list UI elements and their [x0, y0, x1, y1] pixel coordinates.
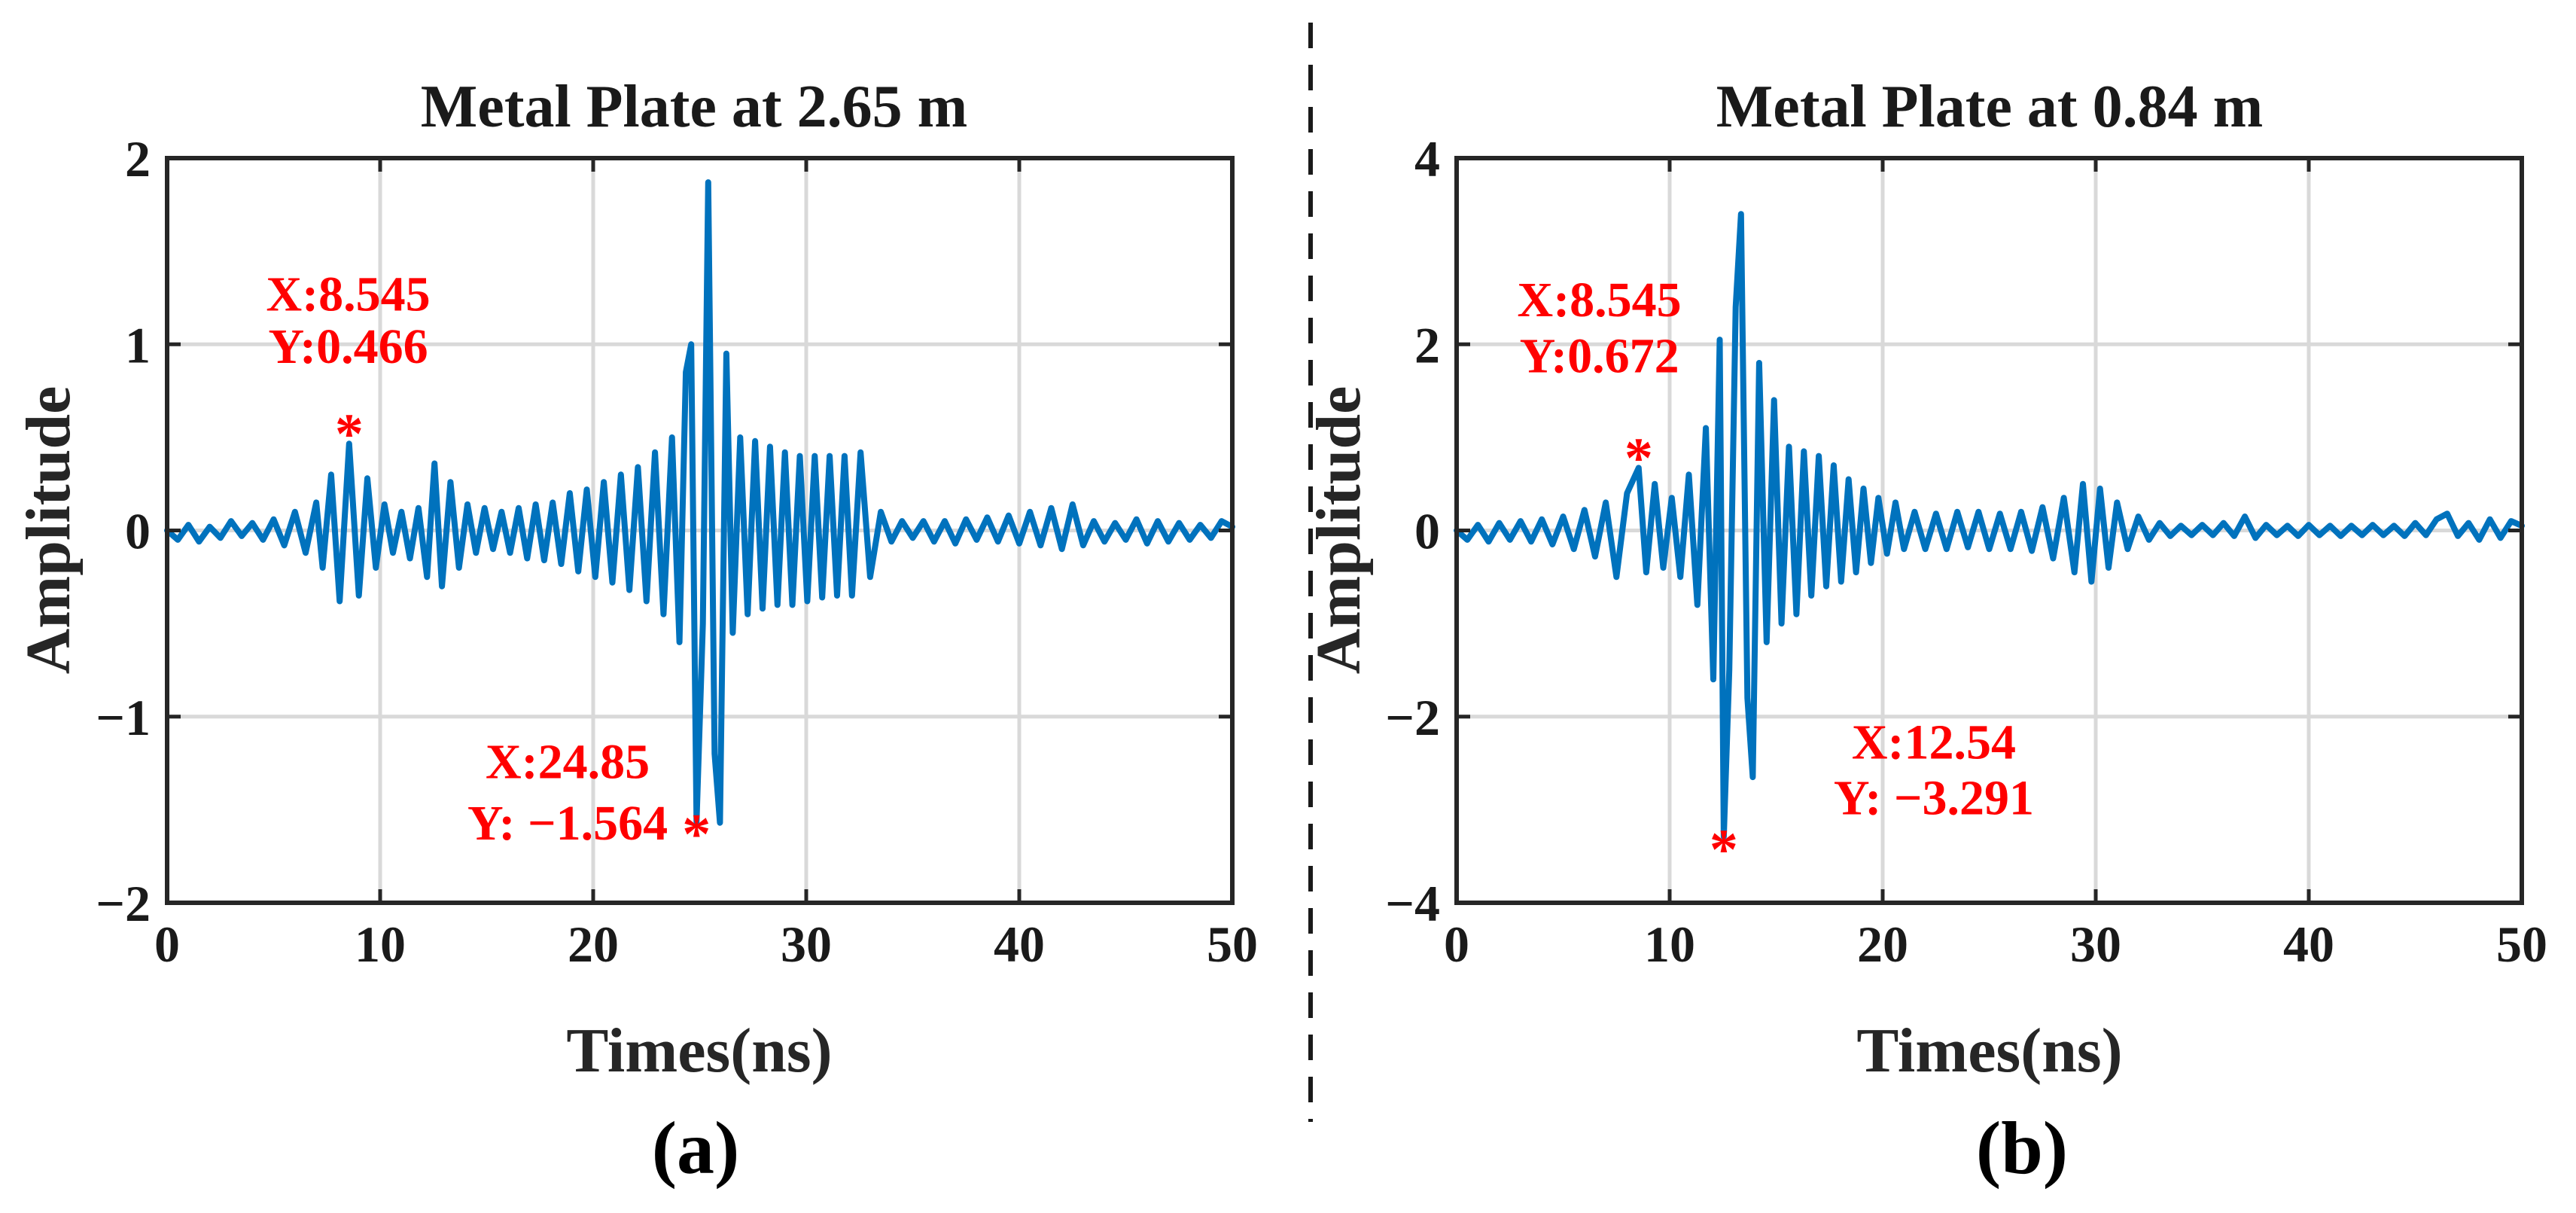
- x-tick-label-b-0: 0: [1444, 916, 1469, 973]
- datatip-marker-b-0: *: [1624, 426, 1653, 489]
- y-tick-label-b-2: 0: [1414, 503, 1440, 560]
- series-b: [1454, 211, 2525, 840]
- y-tick-label-a-1: −1: [96, 689, 151, 746]
- panel-label-b: (b): [1976, 1106, 2068, 1190]
- x-tick-label-b-3: 30: [2070, 916, 2121, 973]
- panel-label-a: (a): [652, 1106, 740, 1190]
- datatip-y-a-0: Y:0.466: [269, 319, 428, 374]
- y-tick-label-a-2: 0: [125, 503, 151, 560]
- datatip-marker-a-0: *: [335, 402, 364, 465]
- datatip-marker-b-1: *: [1710, 818, 1738, 881]
- datatip-x-b-1: X:12.54: [1852, 715, 2016, 770]
- y-axis-label-a: Amplitude: [14, 386, 84, 675]
- x-tick-label-a-5: 50: [1207, 916, 1258, 973]
- x-tick-label-a-0: 0: [154, 916, 180, 973]
- chart-title-b: Metal Plate at 0.84 m: [1716, 74, 2263, 140]
- x-tick-label-a-3: 30: [781, 916, 832, 973]
- x-tick-label-b-4: 40: [2283, 916, 2334, 973]
- x-tick-label-a-2: 20: [568, 916, 619, 973]
- y-tick-label-a-4: 2: [125, 130, 151, 187]
- datatip-x-a-1: X:24.85: [486, 734, 650, 789]
- datatip-marker-a-1: *: [682, 803, 711, 866]
- x-axis-label-b: Times(ns): [1856, 1016, 2122, 1086]
- ticks-a: 0 10 20 30 40 50 −2 −1 0 1 2: [96, 130, 1258, 973]
- y-tick-label-b-3: 2: [1414, 316, 1440, 373]
- datatip-y-a-1: Y: −1.564: [467, 796, 668, 851]
- datatip-y-b-1: Y: −3.291: [1834, 771, 2034, 826]
- series-line-a: [164, 179, 1235, 826]
- datatip-y-b-0: Y:0.672: [1520, 328, 1679, 383]
- y-tick-label-b-4: 4: [1414, 130, 1440, 187]
- panel-a: Metal Plate at 2.65 m 0 10 20 30 40 50 −2 −1 0 1 2…: [14, 74, 1258, 1190]
- y-tick-label-b-0: −4: [1385, 875, 1440, 932]
- ticks-b: 0 10 20 30 40 50 −4 −2 0 2 4: [1385, 130, 2547, 973]
- y-axis-label-b: Amplitude: [1304, 386, 1374, 675]
- y-tick-label-a-0: −2: [96, 875, 151, 932]
- x-tick-label-a-4: 40: [994, 916, 1045, 973]
- x-tick-label-b-5: 50: [2496, 916, 2547, 973]
- x-tick-label-b-2: 20: [1857, 916, 1908, 973]
- panel-b: Metal Plate at 0.84 m 0 10 20 30 40 50 −4 −2 0 2 4…: [1304, 74, 2547, 1190]
- x-tick-label-b-1: 10: [1644, 916, 1695, 973]
- chart-title-a: Metal Plate at 2.65 m: [421, 74, 967, 140]
- y-tick-label-b-1: −2: [1385, 689, 1440, 746]
- datatip-x-a-0: X:8.545: [266, 267, 430, 322]
- series-line-b: [1454, 211, 2525, 840]
- y-tick-label-a-3: 1: [125, 316, 151, 373]
- x-tick-label-a-1: 10: [355, 916, 406, 973]
- x-axis-label-a: Times(ns): [566, 1016, 832, 1086]
- datatip-x-b-0: X:8.545: [1518, 273, 1682, 328]
- series-a: [164, 179, 1235, 826]
